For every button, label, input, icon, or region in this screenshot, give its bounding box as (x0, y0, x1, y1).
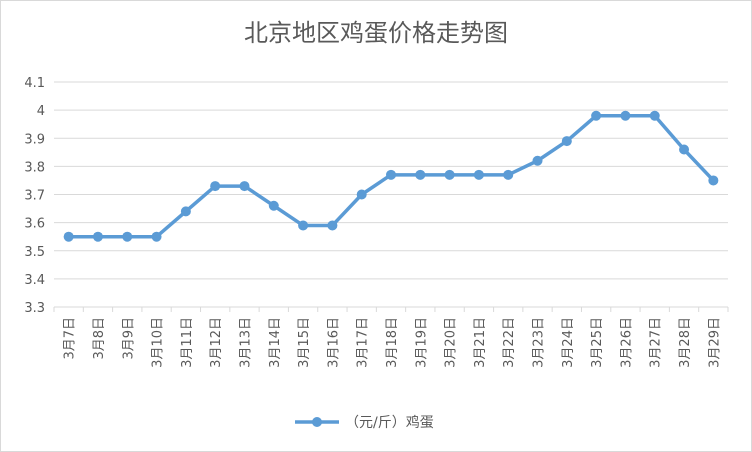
data-point (620, 110, 631, 121)
x-tick-label: 3月7日 (63, 317, 78, 360)
chart-title: 北京地区鸡蛋价格走势图 (244, 19, 508, 47)
x-tick-label: 3月13日 (238, 317, 253, 368)
x-tick-label: 3月15日 (297, 317, 312, 368)
data-point (649, 110, 660, 121)
data-point (444, 169, 455, 180)
x-tick-label: 3月22日 (502, 317, 517, 368)
y-tick-label: 4.1 (24, 76, 45, 91)
data-point (298, 220, 309, 231)
legend-label: （元/斤）鸡蛋 (345, 414, 434, 431)
y-tick-label: 3.8 (24, 160, 45, 175)
x-tick-label: 3月18日 (385, 317, 400, 368)
data-point (561, 136, 572, 147)
y-tick-label: 3.5 (24, 245, 45, 260)
data-point (473, 169, 484, 180)
data-point (92, 231, 103, 242)
data-point (122, 231, 133, 242)
data-point (151, 231, 162, 242)
data-point (327, 220, 338, 231)
x-tick-label: 3月14日 (268, 317, 283, 368)
data-point (532, 155, 543, 166)
legend-marker (312, 417, 322, 427)
x-tick-label: 3月8日 (92, 317, 107, 360)
x-tick-label: 3月10日 (151, 317, 166, 368)
x-tick-label: 3月27日 (649, 317, 664, 368)
y-tick-label: 3.4 (24, 273, 45, 288)
data-point (386, 169, 396, 180)
x-tick-label: 3月21日 (473, 317, 488, 368)
data-point (708, 175, 719, 186)
x-tick-label: 3月19日 (414, 317, 429, 368)
series-layer (63, 110, 719, 242)
y-tick-label: 3.7 (24, 189, 45, 204)
data-point (415, 169, 426, 180)
data-point (210, 181, 221, 192)
y-tick-label: 3.6 (24, 217, 45, 232)
data-point (591, 110, 602, 121)
x-tick-label: 3月28日 (678, 317, 693, 368)
x-tick-label: 3月11日 (180, 317, 195, 368)
data-point (268, 200, 279, 211)
x-tick-label: 3月20日 (444, 317, 459, 368)
x-tick-label: 3月25日 (590, 317, 605, 368)
x-tick-label: 3月16日 (326, 317, 341, 368)
y-tick-labels: 3.3 3.4 3.5 3.6 3.7 3.8 3.9 4 4.1 (24, 76, 45, 316)
x-tick-label: 3月26日 (619, 317, 634, 368)
x-tick-label: 3月17日 (356, 317, 371, 368)
grid-layer (54, 81, 728, 280)
data-point (679, 144, 690, 155)
y-tick-label: 4 (37, 104, 45, 119)
x-tick-label: 3月24日 (561, 317, 576, 368)
x-tick-label: 3月12日 (209, 317, 224, 368)
data-point (239, 181, 250, 192)
y-tick-label: 3.3 (24, 301, 45, 316)
data-point (503, 169, 514, 180)
x-tick-label: 3月9日 (121, 317, 136, 360)
x-tick-label: 3月23日 (532, 317, 547, 368)
legend: （元/斤）鸡蛋 (295, 414, 434, 431)
axis-layer (53, 306, 729, 312)
data-point (63, 231, 74, 242)
y-tick-label: 3.9 (24, 132, 45, 147)
data-point (356, 189, 367, 200)
x-tick-labels: 3月7日 3月8日 3月9日 3月10日 3月11日 3月12日 3月13日 3月14日 3月1… (63, 317, 723, 368)
x-tick-label: 3月29日 (707, 317, 722, 368)
data-point (180, 206, 191, 217)
